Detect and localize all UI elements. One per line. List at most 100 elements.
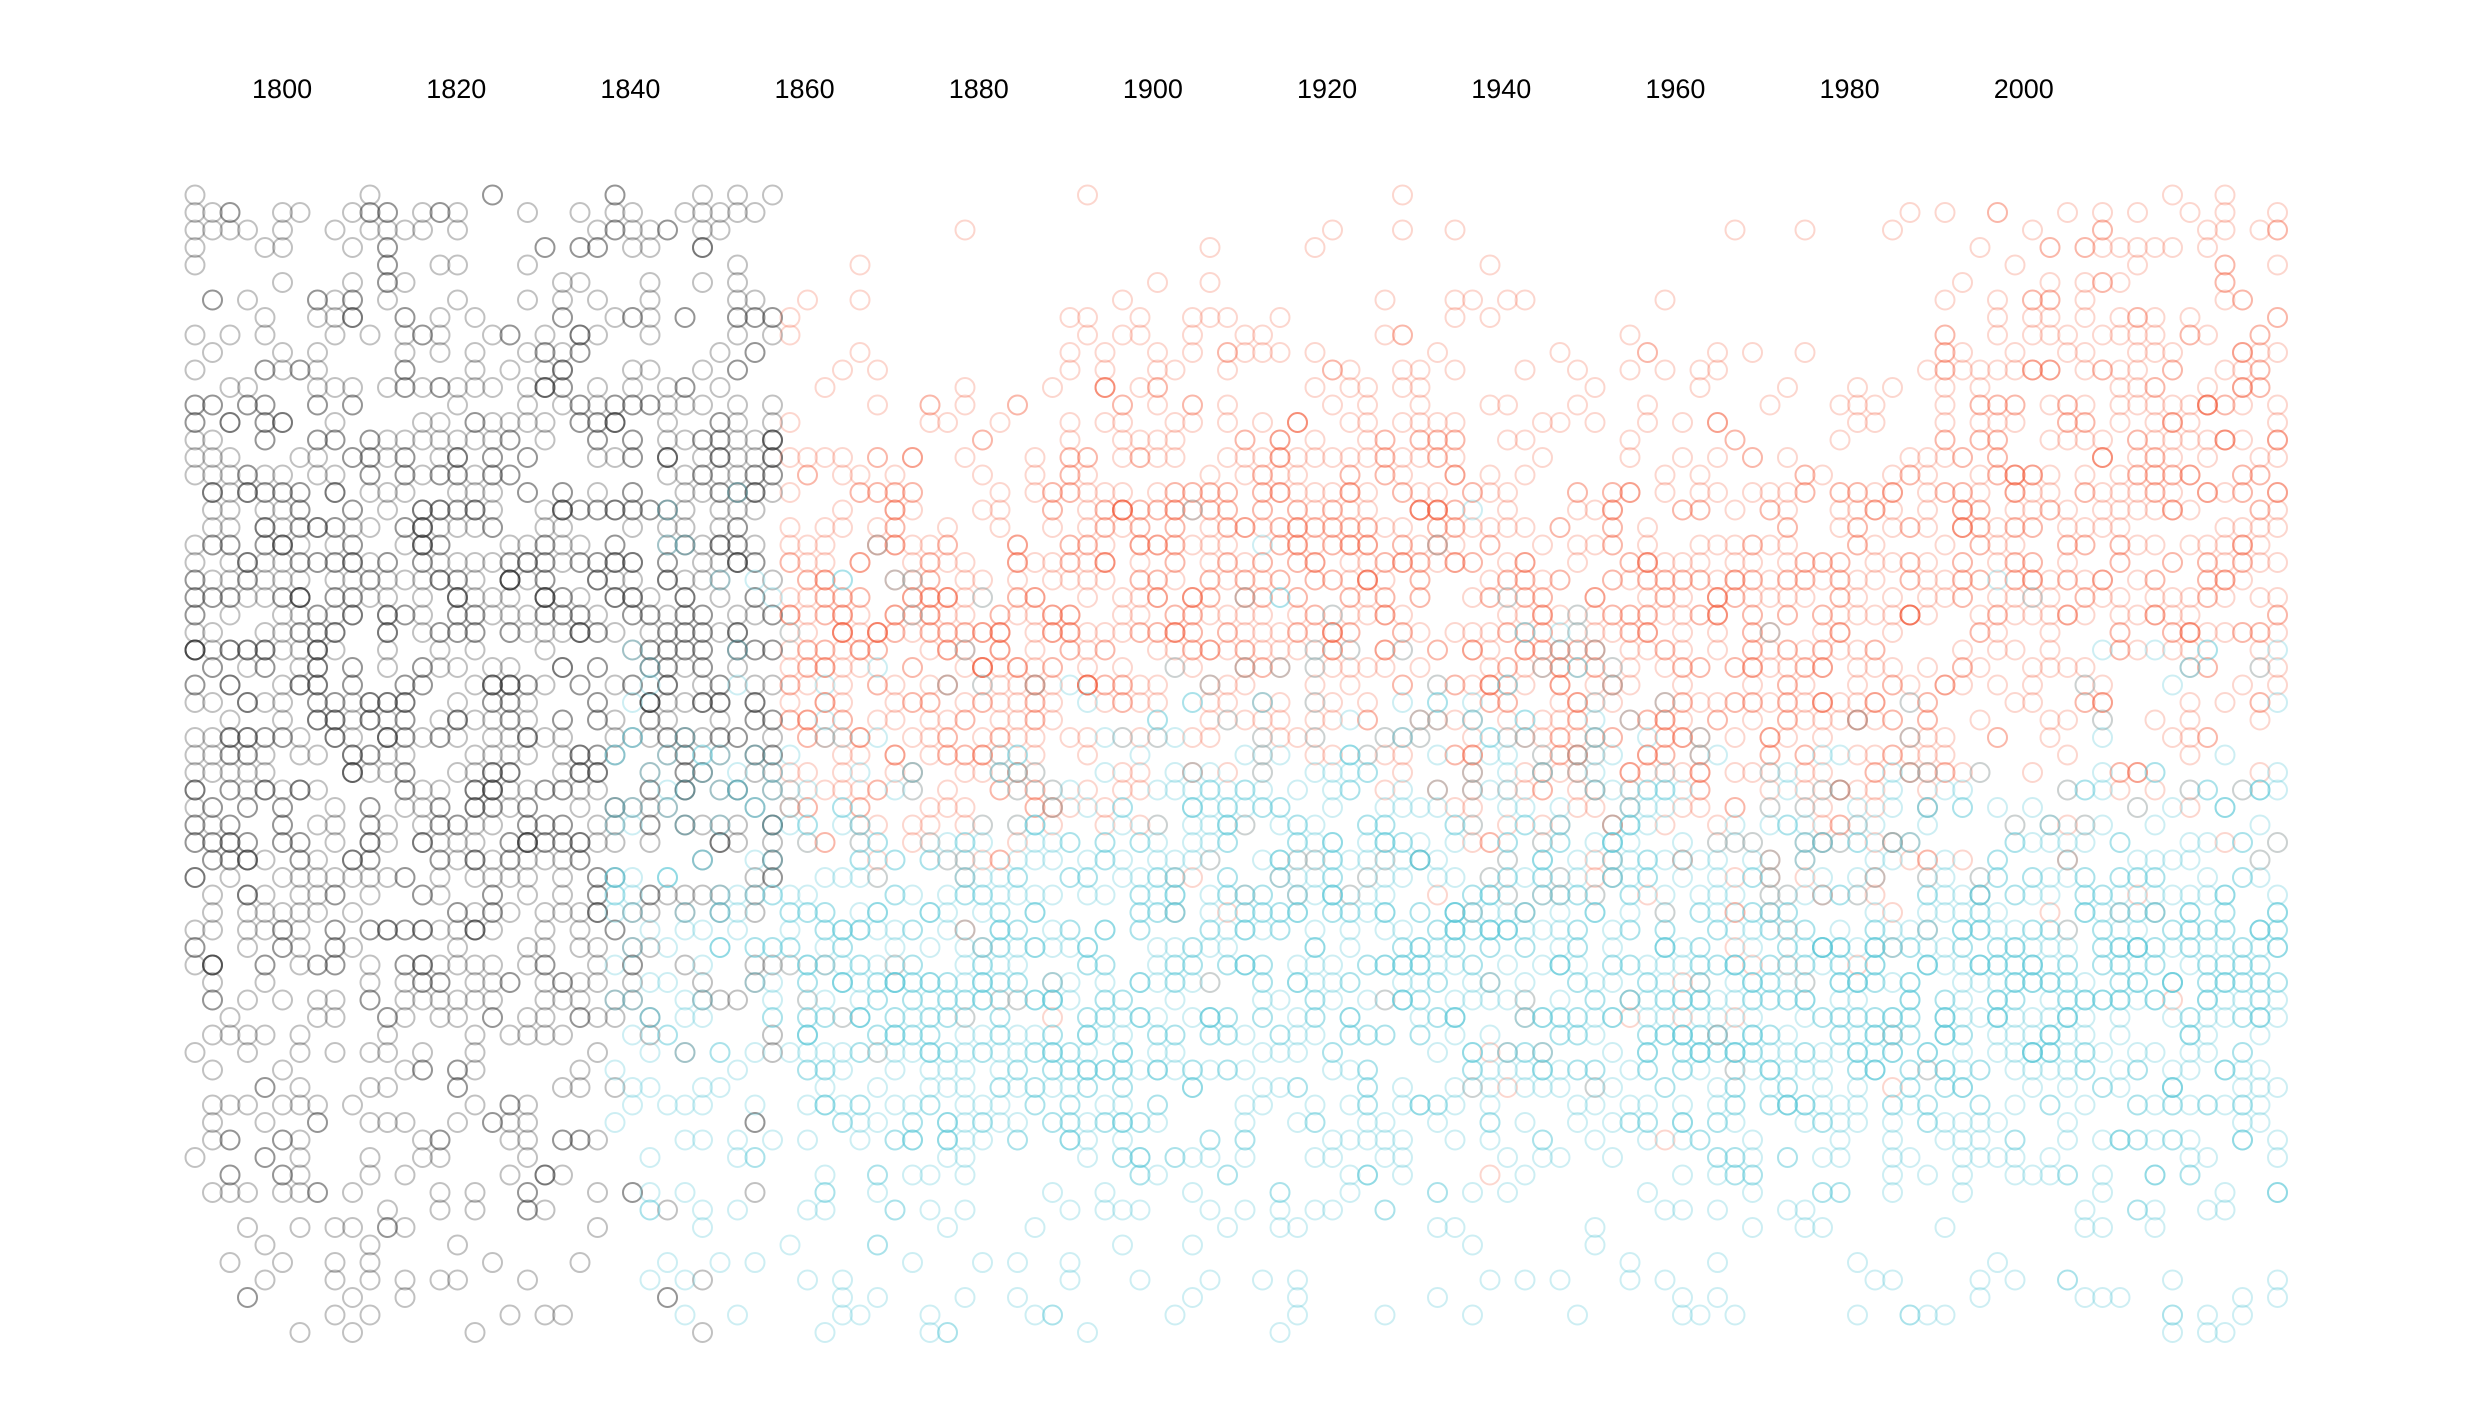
data-point bbox=[692, 1322, 713, 1343]
data-point bbox=[902, 1042, 923, 1063]
data-point bbox=[622, 359, 643, 381]
data-point bbox=[1829, 394, 1851, 416]
data-point bbox=[1812, 604, 1833, 626]
data-point bbox=[587, 902, 608, 923]
data-point bbox=[1269, 919, 1291, 941]
data-point bbox=[1462, 762, 1483, 783]
data-point bbox=[517, 692, 538, 713]
data-point bbox=[1987, 447, 2008, 468]
data-point bbox=[1112, 989, 1133, 1011]
data-point bbox=[1059, 307, 1081, 328]
data-point bbox=[884, 937, 906, 958]
data-point bbox=[1042, 1077, 1063, 1098]
data-point bbox=[552, 884, 573, 906]
data-point bbox=[1164, 534, 1186, 556]
data-point bbox=[692, 762, 713, 783]
data-point bbox=[954, 569, 976, 591]
data-point bbox=[1392, 972, 1413, 993]
data-point bbox=[1794, 587, 1816, 608]
data-point bbox=[1147, 429, 1168, 451]
data-point bbox=[1812, 727, 1833, 748]
data-point bbox=[517, 832, 538, 853]
data-point bbox=[2074, 359, 2096, 381]
data-point bbox=[972, 499, 993, 521]
data-point bbox=[1252, 1007, 1273, 1028]
data-point bbox=[1322, 604, 1343, 626]
data-point bbox=[412, 534, 433, 556]
data-point bbox=[1899, 552, 1921, 573]
data-point bbox=[849, 1007, 871, 1028]
data-point bbox=[552, 832, 573, 853]
data-point bbox=[1409, 902, 1431, 923]
data-point bbox=[254, 237, 276, 258]
data-point bbox=[709, 429, 731, 451]
data-point bbox=[569, 324, 591, 346]
data-point bbox=[937, 587, 958, 608]
data-point bbox=[674, 587, 696, 608]
data-point bbox=[1304, 552, 1326, 573]
data-point bbox=[832, 937, 853, 958]
data-point bbox=[1217, 552, 1238, 573]
data-point bbox=[657, 622, 678, 643]
data-point bbox=[1392, 954, 1413, 976]
data-point bbox=[394, 429, 416, 451]
data-point bbox=[989, 1042, 1011, 1063]
data-point bbox=[237, 727, 258, 748]
data-point bbox=[412, 779, 433, 801]
data-point bbox=[657, 464, 678, 486]
data-point bbox=[324, 954, 346, 976]
data-point bbox=[972, 622, 993, 643]
data-point bbox=[307, 1182, 328, 1203]
data-point bbox=[1147, 814, 1168, 836]
data-point bbox=[1217, 569, 1238, 591]
data-point bbox=[604, 412, 626, 433]
data-point bbox=[674, 1042, 696, 1063]
data-point bbox=[1514, 569, 1536, 591]
data-point bbox=[272, 1129, 293, 1151]
data-point bbox=[254, 954, 276, 976]
data-point bbox=[534, 622, 556, 643]
data-point bbox=[622, 1094, 643, 1116]
data-point bbox=[1427, 412, 1448, 433]
data-point bbox=[1497, 1077, 1518, 1098]
data-point bbox=[394, 604, 416, 626]
data-point bbox=[674, 657, 696, 678]
data-point bbox=[2162, 482, 2183, 503]
data-point bbox=[2179, 587, 2201, 608]
data-point bbox=[2039, 569, 2061, 591]
data-point bbox=[1287, 499, 1308, 521]
data-point bbox=[2039, 272, 2061, 293]
data-point bbox=[1322, 797, 1343, 818]
data-point bbox=[464, 744, 486, 766]
data-point bbox=[1357, 744, 1378, 766]
data-point bbox=[1147, 587, 1168, 608]
data-point bbox=[2144, 429, 2166, 451]
data-point bbox=[1934, 342, 1956, 363]
data-point bbox=[517, 814, 538, 836]
data-point bbox=[1182, 1147, 1203, 1168]
data-point bbox=[1007, 1129, 1028, 1151]
data-point bbox=[674, 1182, 696, 1203]
data-point bbox=[1497, 657, 1518, 678]
data-point bbox=[1077, 692, 1098, 713]
data-point bbox=[359, 709, 381, 731]
data-point bbox=[744, 202, 766, 223]
data-point bbox=[1339, 482, 1361, 503]
data-point bbox=[1409, 832, 1431, 853]
data-point bbox=[394, 919, 416, 941]
data-point bbox=[1339, 919, 1361, 941]
data-point bbox=[1164, 482, 1186, 503]
data-point bbox=[184, 219, 206, 241]
data-point bbox=[587, 552, 608, 573]
data-point bbox=[587, 744, 608, 766]
data-point bbox=[832, 604, 853, 626]
data-point bbox=[2249, 219, 2271, 241]
data-point bbox=[849, 849, 871, 871]
data-point bbox=[867, 657, 888, 678]
data-point bbox=[1899, 202, 1921, 223]
data-point bbox=[1007, 814, 1028, 836]
data-point bbox=[604, 814, 626, 836]
data-point bbox=[184, 674, 206, 696]
data-point bbox=[1759, 779, 1781, 801]
data-point bbox=[1864, 604, 1886, 626]
